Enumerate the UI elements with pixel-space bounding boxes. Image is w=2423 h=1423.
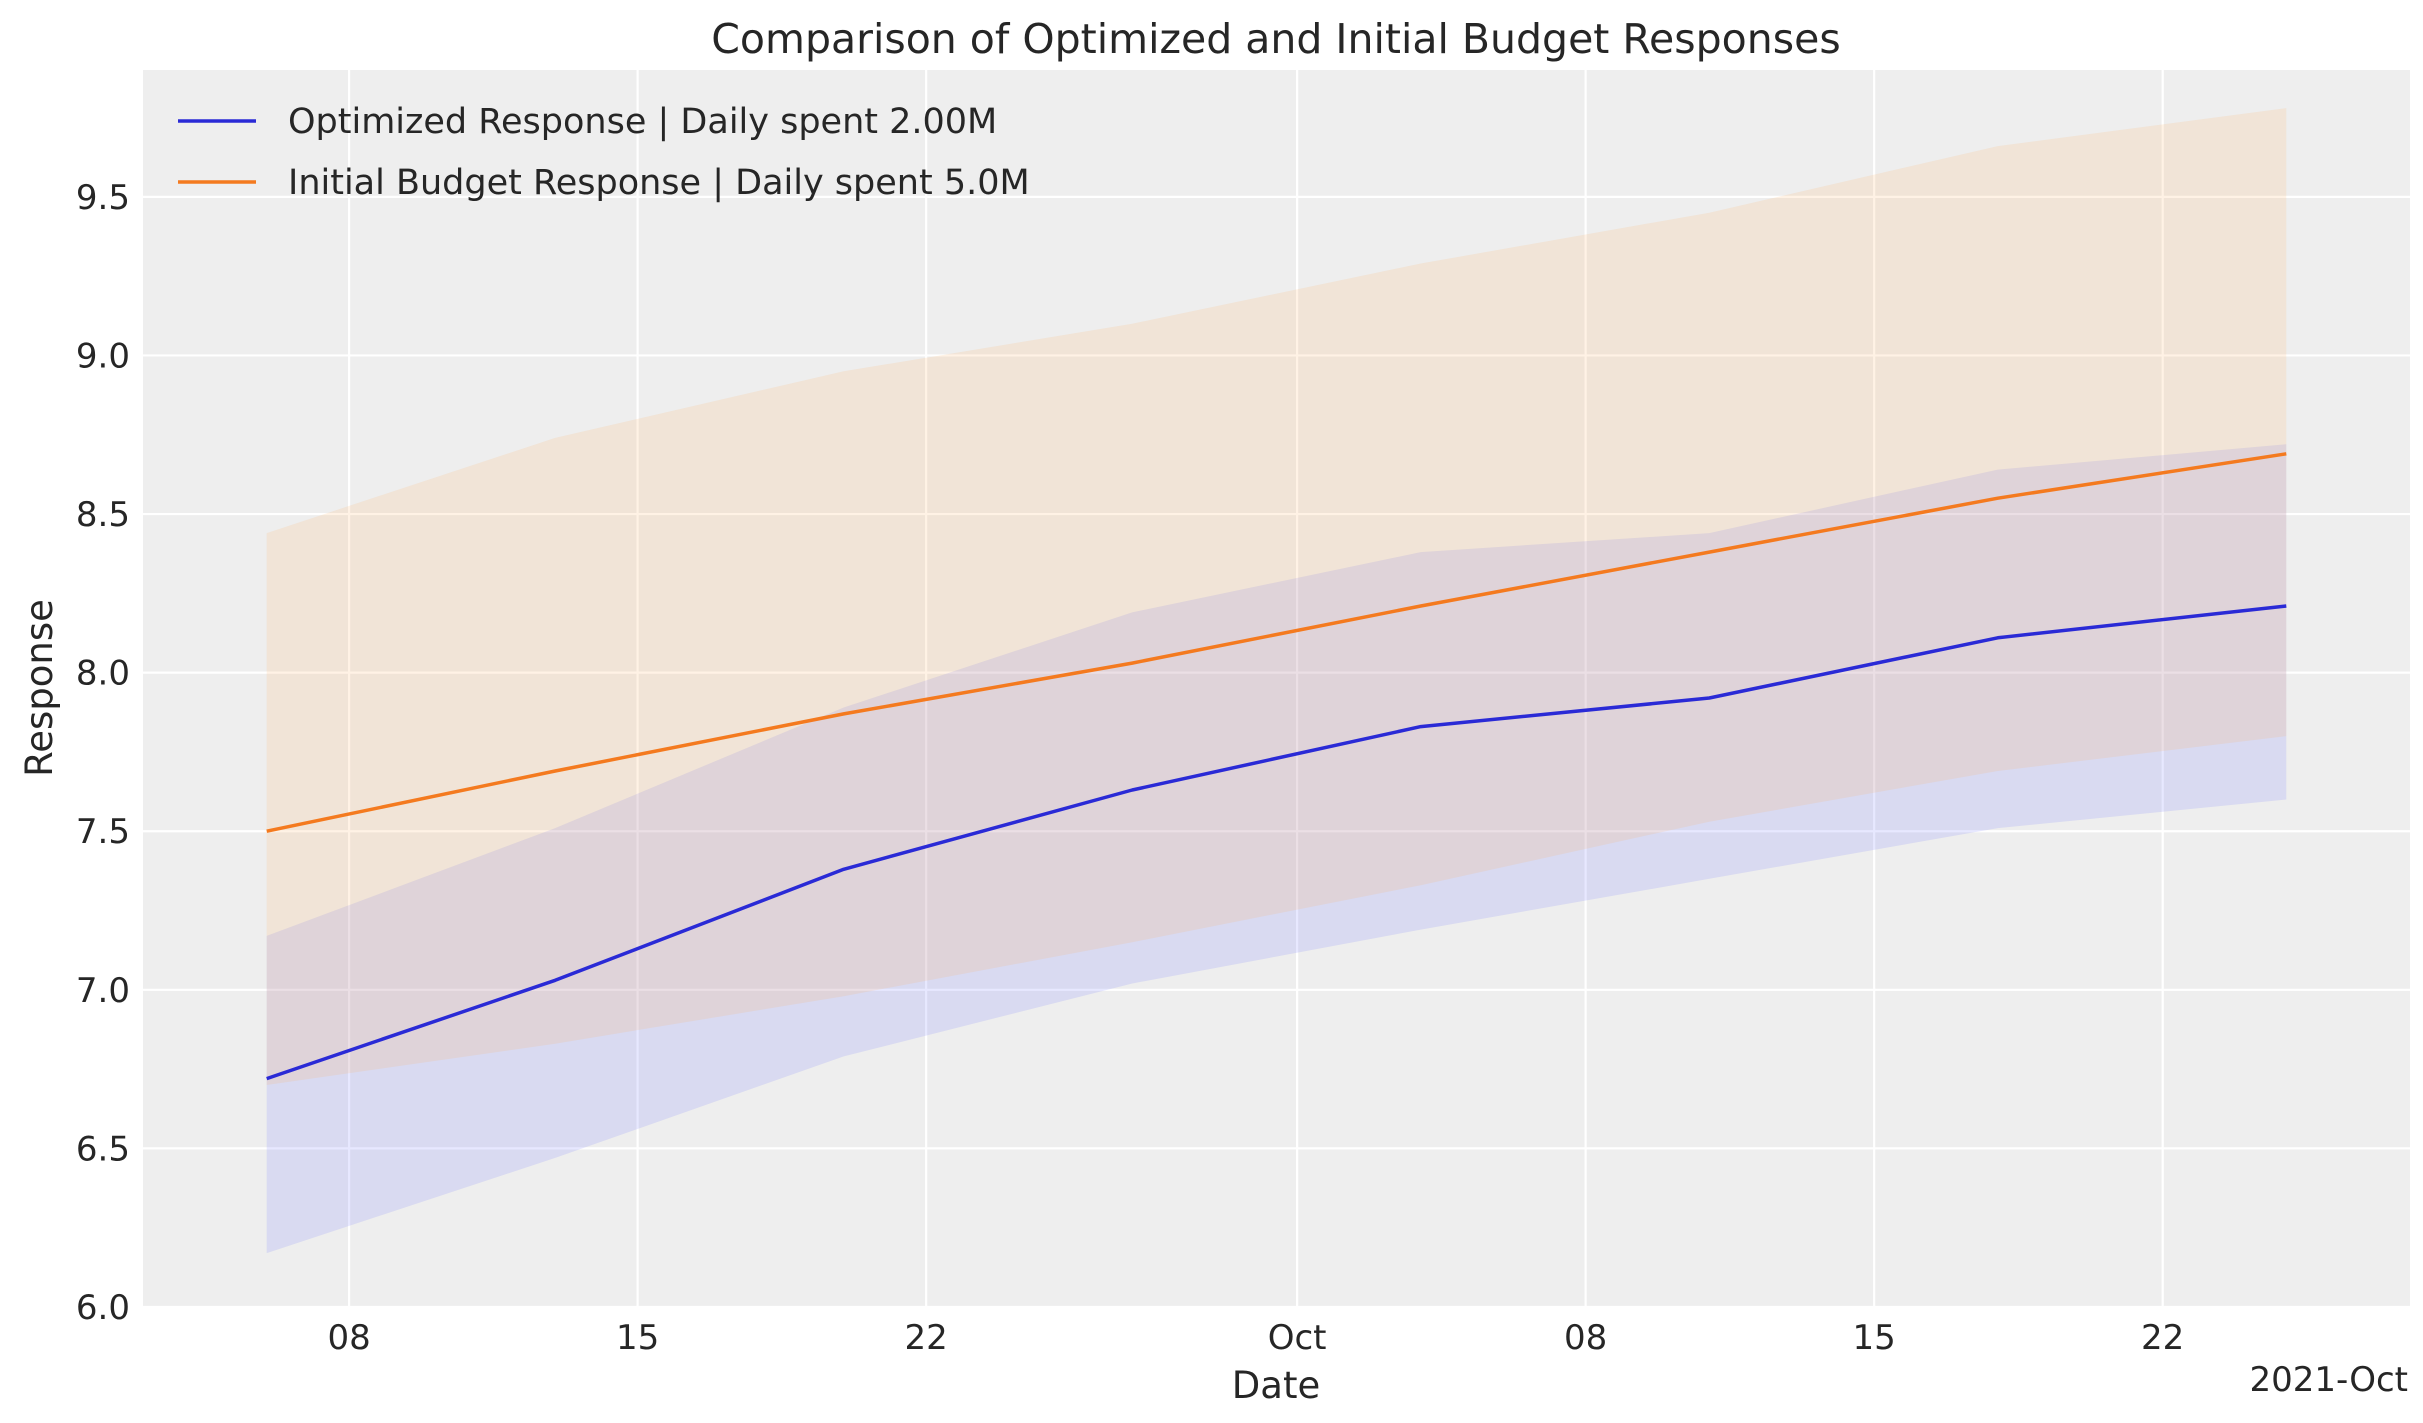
y-tick-label: 6.5: [76, 1129, 130, 1169]
y-tick-label: 9.5: [76, 178, 130, 218]
x-tick-label: 08: [327, 1318, 370, 1358]
x-tick-label: 08: [1564, 1318, 1607, 1358]
legend: Optimized Response | Daily spent 2.00M I…: [178, 102, 1030, 203]
x-tick-label: Oct: [1268, 1318, 1327, 1358]
x-tick-label: 22: [905, 1318, 948, 1358]
hdi-bands: [266, 108, 2287, 1254]
band-initial: [266, 108, 2287, 1086]
y-tick-label: 8.0: [76, 654, 130, 694]
x-axis-label: Date: [1232, 1364, 1320, 1407]
y-tick-label: 6.0: [76, 1288, 130, 1328]
x-tick-label: 22: [2141, 1318, 2184, 1358]
y-tick-label: 7.5: [76, 812, 130, 852]
y-tick-label: 9.0: [76, 336, 130, 376]
band-optimized: [266, 444, 2287, 1254]
y-axis-label: Response: [18, 599, 61, 777]
line-initial: [266, 452, 2287, 833]
x-tick-label: 15: [616, 1318, 659, 1358]
legend-label-optimized: Optimized Response | Daily spent 2.00M: [288, 102, 997, 142]
y-tick-label: 7.0: [76, 971, 130, 1011]
series-lines: [266, 452, 2287, 1081]
x-offset-label: 2021-Oct: [2249, 1360, 2408, 1400]
x-axis-ticks: 08 15 22 Oct 08 15 22: [327, 1318, 2184, 1358]
grid: [143, 70, 2410, 1309]
legend-label-initial: Initial Budget Response | Daily spent 5.…: [288, 163, 1030, 203]
chart-title: Comparison of Optimized and Initial Budg…: [711, 15, 1840, 63]
line-optimized: [266, 604, 2287, 1081]
plot-background: [143, 70, 2410, 1307]
x-tick-label: 15: [1853, 1318, 1896, 1358]
y-axis-ticks: 6.0 6.5 7.0 7.5 8.0 8.5 9.0 9.5: [76, 178, 130, 1328]
y-tick-label: 8.5: [76, 495, 130, 535]
